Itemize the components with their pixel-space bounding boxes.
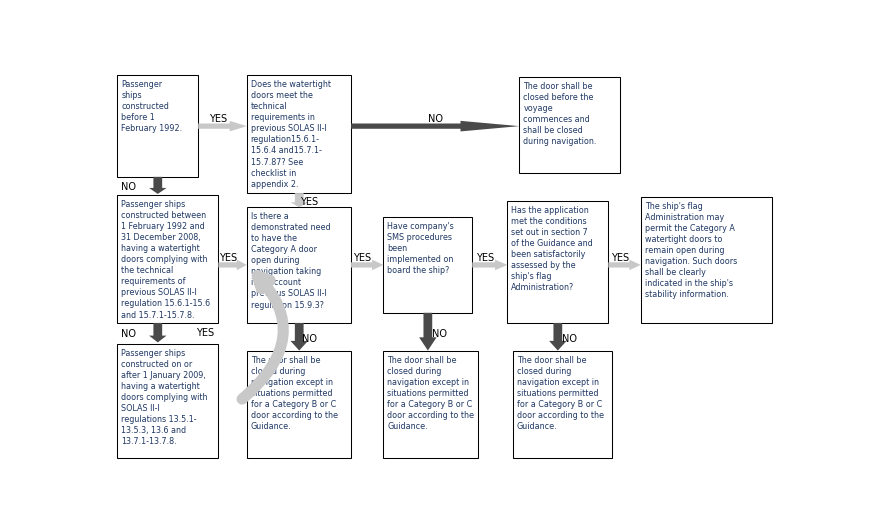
Text: YES: YES <box>611 253 629 264</box>
FancyArrow shape <box>149 323 167 343</box>
FancyArrow shape <box>290 193 308 207</box>
Text: The door shall be
closed before the
voyage
commences and
shall be closed
during : The door shall be closed before the voya… <box>523 82 597 147</box>
FancyArrow shape <box>290 323 308 350</box>
FancyBboxPatch shape <box>383 352 478 457</box>
Text: The door shall be
closed during
navigation except in
situations permitted
for a : The door shall be closed during navigati… <box>388 356 474 432</box>
FancyArrow shape <box>419 313 436 350</box>
Text: Passenger ships
constructed between
1 February 1992 and
31 December 2008,
having: Passenger ships constructed between 1 Fe… <box>122 200 210 319</box>
FancyBboxPatch shape <box>117 344 218 457</box>
Text: NO: NO <box>302 334 317 344</box>
Text: The door shall be
closed during
navigation except in
situations permitted
for a : The door shall be closed during navigati… <box>517 356 604 432</box>
FancyBboxPatch shape <box>513 352 613 457</box>
Text: NO: NO <box>122 329 136 339</box>
Text: NO: NO <box>432 329 447 339</box>
Text: Passenger ships
constructed on or
after 1 January 2009,
having a watertight
door: Passenger ships constructed on or after … <box>122 348 208 446</box>
FancyBboxPatch shape <box>247 207 351 323</box>
Text: Is there a
demonstrated need
to have the
Category A door
open during
navigation : Is there a demonstrated need to have the… <box>251 212 330 309</box>
FancyBboxPatch shape <box>117 75 198 177</box>
Text: YES: YES <box>219 253 237 264</box>
Text: Passenger
ships
constructed
before 1
February 1992.: Passenger ships constructed before 1 Feb… <box>122 80 182 133</box>
FancyBboxPatch shape <box>247 75 351 193</box>
Text: NO: NO <box>561 334 577 344</box>
FancyArrow shape <box>218 260 247 270</box>
FancyBboxPatch shape <box>520 77 620 173</box>
Text: YES: YES <box>301 197 318 207</box>
FancyBboxPatch shape <box>507 201 608 323</box>
FancyArrow shape <box>351 260 383 270</box>
Text: YES: YES <box>209 114 227 124</box>
FancyArrow shape <box>549 323 567 350</box>
FancyArrow shape <box>198 121 247 131</box>
Text: YES: YES <box>354 253 372 264</box>
Text: NO: NO <box>122 182 136 192</box>
FancyArrow shape <box>608 260 640 270</box>
Text: Does the watertight
doors meet the
technical
requirements in
previous SOLAS II-I: Does the watertight doors meet the techn… <box>251 80 331 189</box>
FancyBboxPatch shape <box>117 195 218 323</box>
Text: The door shall be
closed during
navigation except in
situations permitted
for a : The door shall be closed during navigati… <box>251 356 338 432</box>
FancyBboxPatch shape <box>640 197 772 323</box>
Text: Has the application
met the conditions
set out in section 7
of the Guidance and
: Has the application met the conditions s… <box>511 206 594 292</box>
Text: YES: YES <box>196 328 214 338</box>
FancyBboxPatch shape <box>247 352 351 457</box>
FancyArrow shape <box>149 177 167 194</box>
FancyArrow shape <box>351 121 520 131</box>
Text: The ship's flag
Administration may
permit the Category A
watertight doors to
rem: The ship's flag Administration may permi… <box>645 202 737 299</box>
FancyArrow shape <box>473 260 507 270</box>
Text: Have company's
SMS procedures
been
implemented on
board the ship?: Have company's SMS procedures been imple… <box>388 222 454 275</box>
FancyBboxPatch shape <box>383 218 473 313</box>
Text: NO: NO <box>428 114 443 124</box>
Text: YES: YES <box>476 253 494 264</box>
